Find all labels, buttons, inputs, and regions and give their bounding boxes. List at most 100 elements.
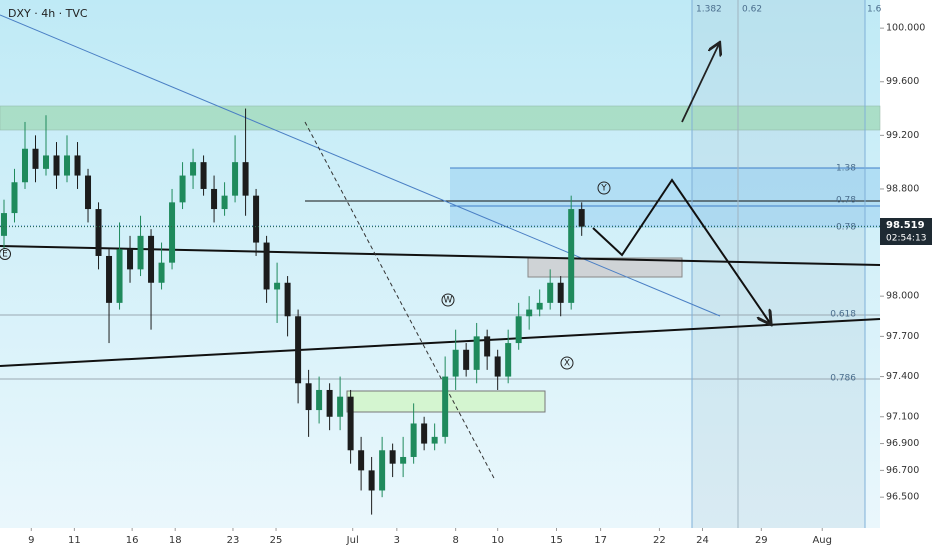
candle-body: [64, 155, 71, 176]
candle-body: [0, 213, 7, 236]
countdown: 02:54:13: [886, 234, 926, 244]
candle-body: [547, 282, 554, 303]
candle-body: [284, 282, 291, 317]
x-tick-label: Aug: [812, 535, 832, 546]
wave-label: X: [564, 359, 570, 369]
candle-body: [43, 155, 50, 169]
candle-body: [263, 242, 270, 290]
x-tick-label: 10: [491, 535, 504, 546]
candle-body: [379, 450, 386, 491]
time-fib-label: 0.62: [742, 5, 762, 15]
x-tick-label: 8: [452, 535, 458, 546]
candle-body: [526, 309, 533, 317]
x-tick-label: 9: [28, 535, 34, 546]
candle-body: [137, 235, 144, 270]
price-axis: [880, 0, 932, 550]
wave-circle: [560, 356, 574, 370]
candle-body: [505, 343, 512, 377]
candle-body: [400, 456, 407, 464]
candle-body: [347, 396, 354, 451]
x-tick-label: 3: [394, 535, 400, 546]
candle-body: [85, 175, 92, 210]
wave-circle: [441, 293, 455, 307]
x-tick-label: 24: [696, 535, 709, 546]
y-tick-label: 97.100: [886, 411, 919, 422]
fib-label: 0.786: [830, 374, 856, 384]
x-tick-label: 15: [550, 535, 563, 546]
candles: [0, 108, 585, 515]
candle-body: [221, 195, 228, 210]
last-price: 98.519: [886, 220, 925, 231]
candle-body: [421, 423, 428, 444]
candle-body: [53, 155, 60, 176]
candle-body: [148, 235, 155, 283]
time-fib-label: 1.382: [696, 5, 722, 15]
candle-body: [568, 209, 575, 303]
x-tick-label: 22: [653, 535, 666, 546]
candle-body: [578, 209, 585, 227]
candle-body: [473, 336, 480, 370]
candle-body: [242, 162, 249, 196]
x-tick-label: 16: [126, 535, 139, 546]
price-tag: [880, 218, 932, 245]
wave-circle: [597, 181, 611, 195]
fib-zone: [450, 168, 880, 228]
candle-body: [494, 356, 501, 377]
time-axis: [0, 528, 880, 550]
x-tick-label: 23: [227, 535, 240, 546]
x-tick-label: Jul: [346, 535, 359, 546]
fib-label: 0.78: [836, 196, 856, 206]
y-tick-label: 98.800: [886, 183, 919, 194]
x-tick-label: 18: [169, 535, 182, 546]
resistance-zone: [0, 105, 881, 131]
y-tick-label: 96.900: [886, 438, 919, 449]
wave-label: W: [444, 296, 453, 306]
trend-line: [0, 245, 881, 266]
y-tick-label: 99.200: [886, 130, 919, 141]
candle-body: [410, 423, 417, 457]
candle-body: [274, 282, 281, 290]
candle-body: [179, 175, 186, 203]
plot-background: [0, 0, 880, 528]
wave-label: Y: [600, 184, 607, 194]
candle-body: [463, 349, 470, 370]
candle-body: [95, 209, 102, 256]
x-tick-label: 29: [755, 535, 768, 546]
x-tick-label: 17: [594, 535, 607, 546]
wave-circle: [0, 248, 11, 260]
candle-body: [557, 282, 564, 303]
candle-body: [442, 376, 449, 437]
candle-body: [326, 389, 333, 417]
wave-label: E: [2, 250, 8, 260]
candle-body: [484, 336, 491, 357]
candle-body: [127, 249, 134, 270]
x-tick-label: 11: [68, 535, 81, 546]
candle-body: [253, 195, 260, 243]
time-fib-label: 1.6: [867, 5, 882, 15]
y-tick-label: 96.500: [886, 492, 919, 503]
candle-body: [190, 162, 197, 176]
trend-line: [0, 318, 881, 367]
candle-body: [452, 349, 459, 377]
candle-body: [106, 255, 113, 303]
candle-body: [32, 148, 39, 169]
candle-body: [368, 470, 375, 491]
y-tick-label: 97.700: [886, 331, 919, 342]
trend-line: [0, 14, 721, 317]
candle-body: [358, 450, 365, 471]
y-tick-label: 96.700: [886, 465, 919, 476]
y-tick-label: 99.600: [886, 76, 919, 87]
candle-body: [536, 302, 543, 310]
y-tick-label: 98.000: [886, 291, 919, 302]
chart-title: DXY · 4h · TVC: [8, 7, 88, 20]
candle-body: [169, 202, 176, 263]
trend-line: [304, 121, 496, 481]
fib-label: 0.618: [830, 310, 856, 320]
fib-label: 0.78: [836, 223, 856, 233]
candle-body: [116, 249, 123, 303]
candle-body: [515, 316, 522, 344]
candle-body: [337, 396, 344, 417]
candle-body: [305, 383, 312, 411]
y-tick-label: 97.400: [886, 371, 919, 382]
